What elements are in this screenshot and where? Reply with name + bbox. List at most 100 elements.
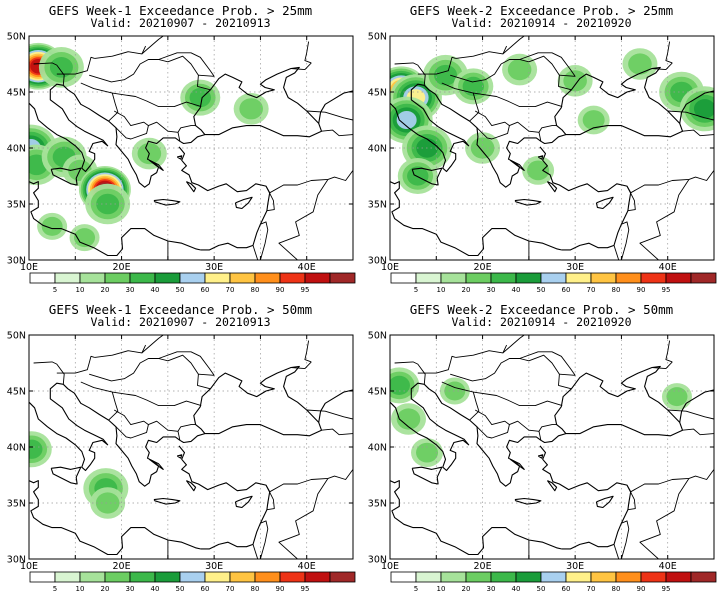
colorbar-swatch bbox=[254, 571, 281, 583]
colorbar-swatch bbox=[204, 571, 231, 583]
country-border bbox=[682, 129, 714, 137]
colorbar-label: 10 bbox=[437, 585, 446, 593]
colorbar-swatch bbox=[565, 571, 592, 583]
colorbar-swatch bbox=[54, 272, 81, 284]
coastline bbox=[390, 480, 562, 556]
country-border bbox=[56, 355, 95, 374]
colorbar-swatch bbox=[615, 571, 642, 583]
colorbar-label: 20 bbox=[101, 585, 110, 593]
colorbar-swatch bbox=[440, 272, 467, 284]
country-border bbox=[639, 478, 690, 559]
coastline bbox=[514, 497, 542, 505]
country-border bbox=[113, 409, 149, 439]
panel-title: GEFS Week-1 Exceedance Prob. > 25mm bbox=[48, 3, 313, 18]
colorbar-label: 60 bbox=[201, 286, 210, 294]
colorbar-swatch bbox=[490, 272, 517, 284]
colorbar-swatch bbox=[179, 272, 206, 284]
probability-area bbox=[416, 442, 439, 463]
lon-label: 40E bbox=[659, 561, 677, 572]
country-border bbox=[94, 45, 147, 59]
coastline bbox=[539, 146, 632, 251]
lat-label: 40N bbox=[368, 144, 387, 155]
probability-area bbox=[74, 228, 96, 248]
colorbar-swatch bbox=[665, 272, 692, 284]
probability-area bbox=[434, 64, 458, 86]
country-border bbox=[259, 221, 269, 260]
probability-area bbox=[41, 216, 63, 236]
country-border bbox=[158, 351, 215, 376]
country-border bbox=[441, 381, 480, 421]
country-border bbox=[417, 56, 456, 75]
country-border bbox=[304, 41, 312, 64]
colorbar-label: 70 bbox=[587, 585, 596, 593]
country-border bbox=[304, 340, 312, 363]
probability-area bbox=[582, 110, 605, 130]
probability-area bbox=[390, 375, 410, 395]
coastline bbox=[148, 159, 164, 171]
probability-area bbox=[462, 76, 485, 96]
probability-area bbox=[96, 193, 120, 215]
colorbar-label: 95 bbox=[662, 286, 671, 294]
colorbar-label: 30 bbox=[126, 585, 135, 593]
colorbar-label: 95 bbox=[301, 585, 310, 593]
colorbar-swatch bbox=[690, 571, 717, 583]
country-border bbox=[626, 484, 636, 511]
lat-label: 50N bbox=[368, 331, 387, 342]
coastline bbox=[234, 495, 253, 509]
colorbar-label: 60 bbox=[562, 286, 571, 294]
coastline bbox=[539, 445, 632, 550]
country-border bbox=[473, 92, 563, 108]
colorbar-label: 40 bbox=[151, 286, 160, 294]
coastline bbox=[411, 466, 443, 485]
coastline bbox=[679, 389, 714, 423]
colorbar-swatch bbox=[304, 571, 331, 583]
coastline bbox=[153, 497, 181, 505]
colorbar-swatch bbox=[279, 571, 306, 583]
lon-label: 30E bbox=[205, 561, 223, 572]
coastline bbox=[178, 445, 271, 550]
colorbar-label: 80 bbox=[612, 286, 621, 294]
colorbar-swatch bbox=[54, 571, 81, 583]
colorbar-swatch bbox=[640, 272, 667, 284]
country-border bbox=[252, 245, 259, 260]
lon-label: 20E bbox=[474, 262, 492, 273]
colorbar-swatch bbox=[129, 272, 156, 284]
lat-label: 30N bbox=[368, 256, 387, 267]
coastline bbox=[185, 181, 197, 193]
colorbar-label: 30 bbox=[126, 286, 135, 294]
country-border bbox=[502, 36, 525, 55]
coastline bbox=[411, 167, 443, 186]
country-border bbox=[321, 129, 353, 137]
lat-label: 35N bbox=[368, 200, 387, 211]
colorbar-swatch bbox=[79, 571, 106, 583]
coastline bbox=[423, 365, 684, 487]
country-border bbox=[158, 52, 215, 77]
lon-label: 20E bbox=[113, 262, 131, 273]
colorbar-swatch bbox=[179, 571, 206, 583]
country-border bbox=[290, 361, 312, 370]
colorbar: 5 10 20 30 40 50 60 70 80 90 95 bbox=[29, 571, 356, 593]
colorbar-swatch bbox=[515, 272, 542, 284]
coastline bbox=[390, 181, 562, 257]
coastline bbox=[176, 155, 183, 160]
country-border bbox=[394, 62, 426, 86]
panel-title: GEFS Week-2 Exceedance Prob. > 25mm bbox=[409, 3, 674, 18]
country-border bbox=[321, 428, 353, 436]
lat-label: 45N bbox=[368, 387, 387, 398]
country-border bbox=[306, 409, 353, 420]
coastline bbox=[148, 458, 164, 470]
coastline bbox=[679, 90, 714, 124]
probability-area bbox=[666, 387, 688, 407]
coastline bbox=[390, 382, 470, 472]
panel-title: GEFS Week-1 Exceedance Prob. > 50mm bbox=[48, 302, 313, 317]
coastline bbox=[62, 66, 323, 188]
coastline bbox=[318, 389, 353, 423]
probability-area bbox=[396, 111, 417, 129]
colorbar-label: 40 bbox=[512, 585, 521, 593]
map-content bbox=[390, 36, 714, 260]
colorbar-label: 40 bbox=[151, 585, 160, 593]
colorbar-swatch bbox=[440, 571, 467, 583]
lon-label: 10E bbox=[20, 561, 38, 572]
probability-area bbox=[507, 59, 532, 81]
